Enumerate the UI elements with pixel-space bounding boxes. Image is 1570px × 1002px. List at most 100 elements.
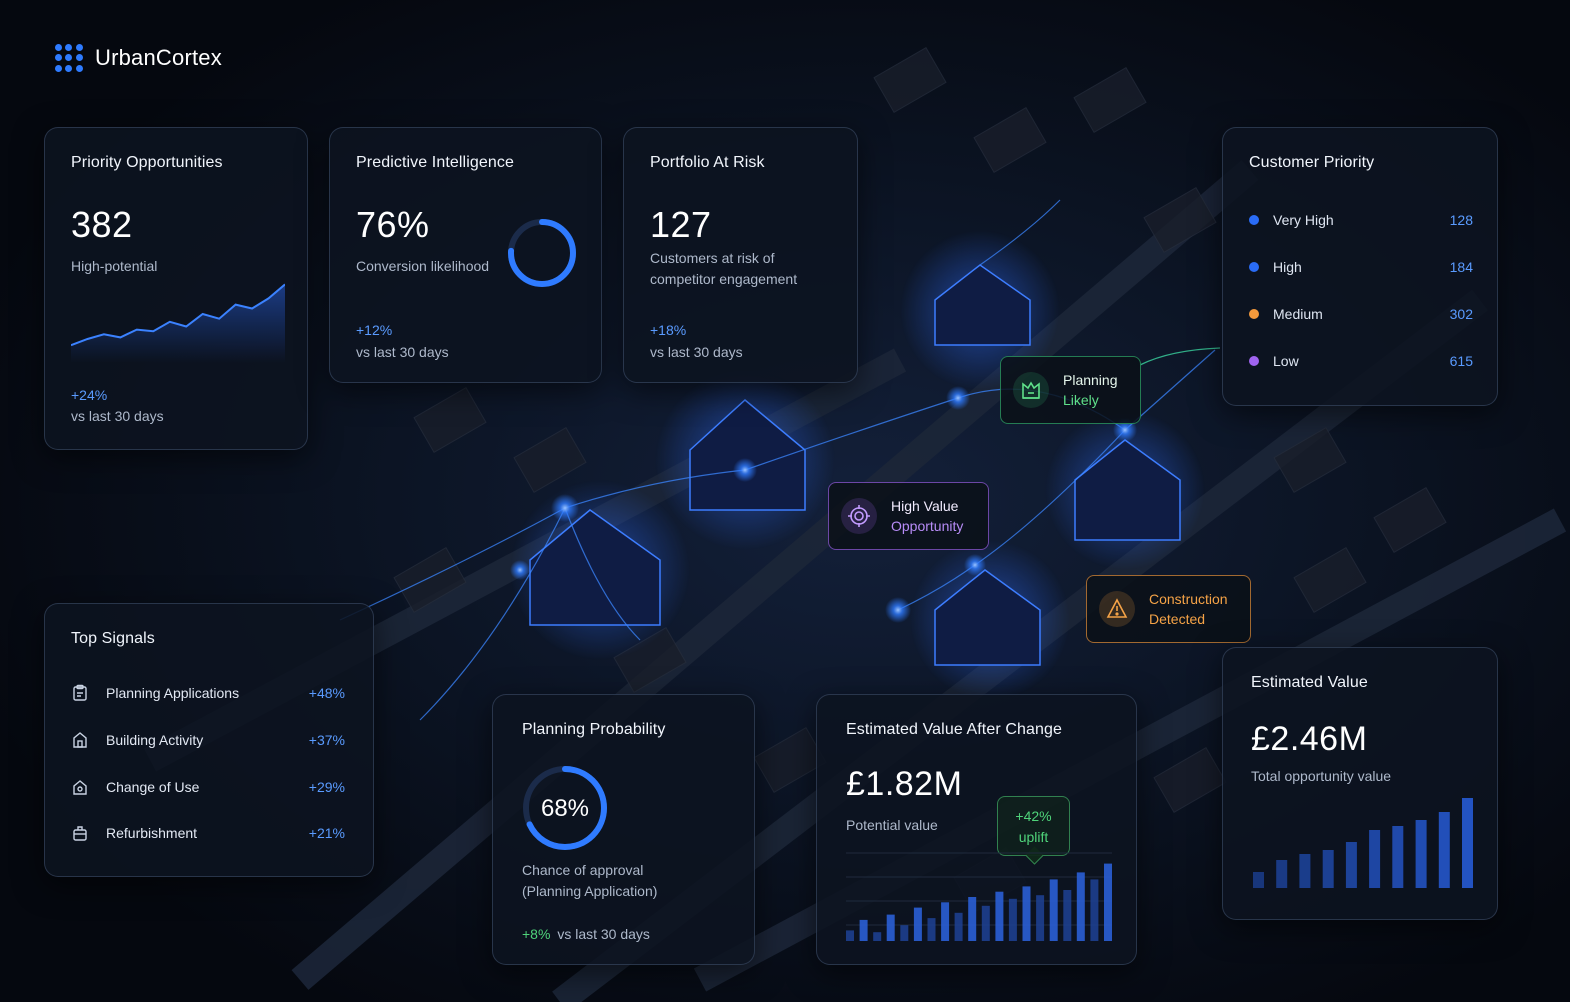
value-after-change-bar (900, 925, 909, 941)
signal-value: +21% (308, 825, 345, 841)
very-high-dot (1249, 215, 1259, 225)
priority-label: Very High (1273, 212, 1334, 228)
metric-subtitle: High-potential (71, 258, 158, 274)
value-after-change-bar (927, 918, 936, 941)
priority-count: 302 (1449, 306, 1473, 322)
priority-row-medium[interactable]: Medium 302 (1249, 303, 1473, 325)
priority-count: 615 (1449, 353, 1473, 369)
metric-subtitle: Customers at risk of competitor engageme… (650, 248, 797, 290)
value-after-change-bar (1104, 863, 1112, 941)
top-signals-card: Top Signals Planning Applications +48% B… (44, 603, 374, 877)
priority-row-low[interactable]: Low 615 (1249, 350, 1473, 372)
subtitle-line: Customers at risk of (650, 250, 775, 266)
estimated-value-bar (1253, 872, 1264, 888)
value-after-change-bar (995, 891, 1004, 941)
uplift-label: uplift (1018, 829, 1049, 845)
estimated-value-bar (1369, 830, 1381, 888)
metric-subtitle: Potential value (846, 817, 938, 833)
badge-line: Likely (1063, 392, 1099, 408)
priority-label: Medium (1273, 306, 1323, 322)
uplift-callout: +42% uplift (997, 796, 1070, 856)
priority-row-high[interactable]: High 184 (1249, 256, 1473, 278)
planning-icon (1013, 372, 1049, 408)
planning-likely-badge[interactable]: Planning Likely (1000, 356, 1141, 424)
value-after-change-bar (873, 932, 882, 941)
badge-line: Opportunity (891, 518, 964, 534)
estimated-value-bar-chart (1253, 798, 1473, 888)
value-after-change-bar (1022, 886, 1031, 941)
value-after-change-bar (941, 902, 950, 941)
signal-row-planning-applications[interactable]: Planning Applications +48% (71, 681, 345, 705)
value-after-change-bar (859, 919, 868, 941)
estimated-value-bar (1438, 812, 1450, 888)
metric-value: £1.82M (846, 765, 963, 803)
gauge-value: 68% (540, 795, 590, 822)
estimated-value-bar (1462, 798, 1473, 888)
signal-row-change-of-use[interactable]: Change of Use +29% (71, 775, 345, 799)
conversion-gauge (508, 219, 576, 287)
card-title: Planning Probability (522, 721, 666, 738)
signal-value: +29% (308, 779, 345, 795)
signal-row-refurbishment[interactable]: Refurbishment +21% (71, 821, 345, 845)
card-title: Top Signals (71, 630, 155, 647)
metric-value: 382 (71, 204, 133, 245)
customer-priority-card: Customer Priority Very High 128 High 184… (1222, 127, 1498, 406)
house-icon (73, 780, 87, 795)
signal-label: Refurbishment (106, 825, 198, 841)
card-title: Predictive Intelligence (356, 154, 514, 171)
badge-line: Detected (1149, 611, 1206, 627)
high-value-opportunity-badge[interactable]: High Value Opportunity (828, 482, 989, 550)
value-after-change-bar (968, 897, 977, 941)
estimated-value-bar (1415, 820, 1427, 888)
metric-subtitle: Total opportunity value (1251, 768, 1392, 784)
delta-note: vs last 30 days (356, 344, 449, 360)
logo-grid-icon (55, 44, 83, 72)
estimated-value-after-change-card: Estimated Value After Change £1.82M Pote… (816, 694, 1137, 965)
toolbox-icon (73, 826, 87, 841)
planning-probability-card: Planning Probability 68% Chance of appro… (492, 694, 755, 965)
portfolio-at-risk-card: Portfolio At Risk 127 Customers at risk … (623, 127, 858, 383)
estimated-value-bar (1322, 850, 1334, 888)
brand-name: UrbanCortex (95, 45, 222, 70)
construction-icon (1099, 591, 1135, 627)
brand-logo[interactable]: UrbanCortex (55, 44, 222, 72)
opportunity-trend-sparkline (71, 283, 285, 363)
priority-count: 184 (1449, 259, 1473, 275)
signal-row-building-activity[interactable]: Building Activity +37% (71, 728, 345, 752)
delta-value: +12% (356, 322, 393, 338)
delta-value: +24% (71, 387, 108, 403)
value-after-change-bar (1049, 879, 1058, 941)
card-title: Estimated Value After Change (846, 721, 1062, 738)
delta-value: +8% (522, 926, 551, 942)
estimated-value-bar (1392, 826, 1404, 888)
value-after-change-bar (1076, 872, 1085, 941)
metric-subtitle: Chance of approval (Planning Application… (522, 860, 657, 902)
value-after-change-bar-chart (846, 852, 1112, 941)
priority-label: High (1273, 259, 1302, 275)
value-after-change-bar (1036, 895, 1045, 941)
delta-note: vs last 30 days (557, 926, 650, 942)
medium-dot (1249, 309, 1259, 319)
value-after-change-bar (954, 912, 963, 941)
clipboard-icon (73, 684, 87, 701)
signal-label: Building Activity (106, 732, 204, 748)
low-dot (1249, 356, 1259, 366)
signal-label: Planning Applications (106, 685, 240, 701)
metric-subtitle: Conversion likelihood (356, 258, 490, 274)
signal-label: Change of Use (106, 779, 200, 795)
value-after-change-bar (1090, 879, 1099, 941)
priority-row-very-high[interactable]: Very High 128 (1249, 209, 1473, 231)
building-icon (73, 732, 87, 748)
value-after-change-bar (1063, 890, 1072, 941)
card-title: Portfolio At Risk (650, 154, 765, 171)
value-after-change-bar (886, 914, 895, 941)
subtitle-line: (Planning Application) (522, 883, 658, 899)
construction-detected-badge[interactable]: Construction Detected (1086, 575, 1251, 643)
signal-value: +48% (308, 685, 345, 701)
target-icon (841, 498, 877, 534)
high-dot (1249, 262, 1259, 272)
delta-note: vs last 30 days (650, 344, 743, 360)
card-title: Customer Priority (1249, 154, 1375, 171)
priority-count: 128 (1449, 212, 1473, 228)
estimated-value-bar (1345, 842, 1357, 888)
